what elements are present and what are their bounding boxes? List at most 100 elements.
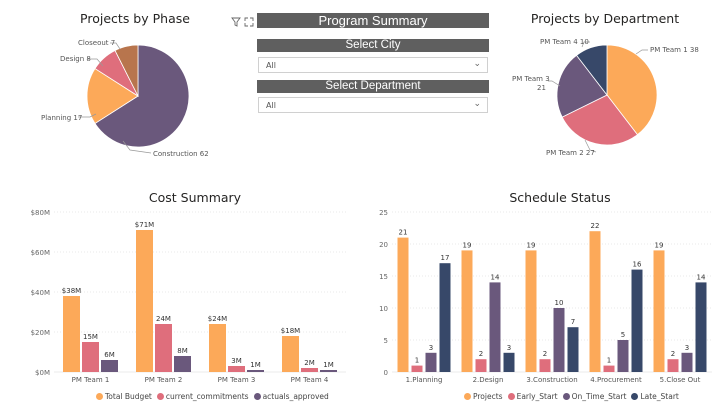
data-label: 1 bbox=[415, 357, 419, 365]
pie-label-pm-team-3: PM Team 3 bbox=[512, 75, 550, 83]
department-pie-chart: PM Team 1 38 PM Team 2 27 PM Team 321 PM Te… bbox=[512, 38, 699, 157]
data-label: 5 bbox=[621, 331, 625, 339]
legend-item-actuals-approved[interactable]: actuals_approved bbox=[253, 392, 329, 401]
pie-label-construction: Construction 62 bbox=[153, 150, 209, 158]
data-label: 2 bbox=[671, 350, 675, 358]
phase-chart-title: Projects by Phase bbox=[80, 11, 190, 26]
schedule-chart-title: Schedule Status bbox=[509, 190, 611, 205]
bar-early-start-3-construction[interactable] bbox=[539, 359, 551, 372]
data-label: 16 bbox=[633, 261, 642, 269]
bar-actuals-approved-pm-team-3[interactable] bbox=[247, 370, 264, 372]
legend-dot-icon bbox=[507, 393, 515, 400]
pie-leader-line bbox=[584, 139, 597, 153]
bar-total-budget-pm-team-1[interactable] bbox=[63, 296, 80, 372]
data-label: 3 bbox=[685, 344, 689, 352]
y-tick-label: 20 bbox=[379, 241, 388, 249]
x-tick-label-5-close-out: 5.Close Out bbox=[660, 376, 701, 384]
pie-label-pm-team-4: PM Team 4 10 bbox=[540, 38, 589, 46]
legend-label: current_commitments bbox=[165, 392, 249, 401]
pie-label-pm-team-3-value: 21 bbox=[537, 84, 546, 92]
data-label: 8M bbox=[177, 347, 188, 355]
bar-total-budget-pm-team-4[interactable] bbox=[282, 336, 299, 372]
bar-on-time-start-2-design[interactable] bbox=[489, 282, 501, 372]
bar-on-time-start-5-close-out[interactable] bbox=[681, 352, 693, 372]
data-label: 17 bbox=[441, 254, 450, 262]
data-label: 3M bbox=[231, 357, 242, 365]
bar-current-commitments-pm-team-2[interactable] bbox=[155, 324, 172, 372]
bar-early-start-5-close-out[interactable] bbox=[667, 359, 679, 372]
bar-early-start-1-planning[interactable] bbox=[411, 365, 423, 372]
bar-late-start-1-planning[interactable] bbox=[439, 263, 451, 372]
data-label: $38M bbox=[62, 287, 81, 295]
bar-late-start-4-procurement[interactable] bbox=[631, 269, 643, 372]
y-tick-label: $80M bbox=[31, 209, 50, 217]
legend-label: Total Budget bbox=[105, 392, 152, 401]
data-label: 15M bbox=[83, 333, 98, 341]
legend-dot-icon bbox=[631, 393, 639, 400]
bar-late-start-2-design[interactable] bbox=[503, 352, 515, 372]
data-label: 19 bbox=[655, 241, 664, 249]
y-tick-label: $40M bbox=[31, 289, 50, 297]
legend-dot-icon bbox=[562, 393, 570, 400]
legend-dot-icon bbox=[253, 393, 261, 400]
pie-slice-pm-team-1[interactable] bbox=[606, 44, 658, 136]
data-label: 6M bbox=[104, 351, 115, 359]
pie-leader-line bbox=[87, 58, 104, 67]
city-dropdown[interactable]: All ⌄ bbox=[258, 57, 488, 73]
bar-current-commitments-pm-team-1[interactable] bbox=[82, 342, 99, 372]
bar-projects-5-close-out[interactable] bbox=[653, 250, 665, 372]
pie-slice-construction[interactable] bbox=[94, 44, 190, 148]
bar-on-time-start-1-planning[interactable] bbox=[425, 352, 437, 372]
data-label: 2 bbox=[543, 350, 547, 358]
bar-projects-2-design[interactable] bbox=[461, 250, 473, 372]
legend-item-on-time-start[interactable]: On_Time_Start bbox=[562, 392, 626, 401]
bar-total-budget-pm-team-2[interactable] bbox=[136, 230, 153, 372]
x-tick-label-pm-team-2: PM Team 2 bbox=[145, 376, 183, 384]
city-slicer-title: Select City bbox=[257, 39, 489, 52]
bar-on-time-start-3-construction[interactable] bbox=[553, 308, 565, 372]
data-label: $24M bbox=[208, 315, 227, 323]
bar-actuals-approved-pm-team-1[interactable] bbox=[101, 360, 118, 372]
pie-slice-closeout[interactable] bbox=[114, 44, 139, 97]
pie-slice-pm-team-3[interactable] bbox=[556, 54, 608, 118]
bar-actuals-approved-pm-team-4[interactable] bbox=[320, 370, 337, 372]
x-tick-label-pm-team-4: PM Team 4 bbox=[291, 376, 329, 384]
focus-mode-icon[interactable] bbox=[244, 12, 254, 27]
bar-early-start-2-design[interactable] bbox=[475, 359, 487, 372]
y-tick-label: $0M bbox=[35, 369, 50, 377]
bar-total-budget-pm-team-3[interactable] bbox=[209, 324, 226, 372]
bar-projects-3-construction[interactable] bbox=[525, 250, 537, 372]
data-label: 3 bbox=[507, 344, 511, 352]
city-dropdown-value: All bbox=[266, 61, 276, 70]
legend-item-total-budget[interactable]: Total Budget bbox=[96, 392, 152, 401]
bar-current-commitments-pm-team-3[interactable] bbox=[228, 366, 245, 372]
pie-slice-pm-team-2[interactable] bbox=[561, 94, 639, 146]
pie-slice-planning[interactable] bbox=[86, 68, 139, 124]
department-dropdown[interactable]: All ⌄ bbox=[258, 97, 488, 113]
program-summary-banner: Program Summary bbox=[257, 13, 489, 28]
bar-projects-4-procurement[interactable] bbox=[589, 231, 601, 372]
data-label: 7 bbox=[571, 318, 575, 326]
legend-item-late-start[interactable]: Late_Start bbox=[631, 392, 679, 401]
bar-actuals-approved-pm-team-2[interactable] bbox=[174, 356, 191, 372]
data-label: $71M bbox=[135, 221, 154, 229]
bar-on-time-start-4-procurement[interactable] bbox=[617, 340, 629, 372]
department-chart-title: Projects by Department bbox=[530, 11, 680, 26]
pie-slice-pm-team-4[interactable] bbox=[575, 44, 608, 97]
bar-late-start-3-construction[interactable] bbox=[567, 327, 579, 372]
bar-current-commitments-pm-team-4[interactable] bbox=[301, 368, 318, 372]
legend-item-early-start[interactable]: Early_Start bbox=[507, 392, 558, 401]
x-tick-label-3-construction: 3.Construction bbox=[526, 376, 577, 384]
filter-icon[interactable] bbox=[231, 12, 241, 27]
cost-bar-chart: $0M $20M $40M $60M $80M $38M 15M 6M PM Team 1 $71… bbox=[31, 209, 346, 384]
bar-late-start-5-close-out[interactable] bbox=[695, 282, 707, 372]
bar-projects-1-planning[interactable] bbox=[397, 237, 409, 372]
data-label: 10 bbox=[555, 299, 564, 307]
cost-chart-title: Cost Summary bbox=[148, 190, 242, 205]
bar-early-start-4-procurement[interactable] bbox=[603, 365, 615, 372]
legend-item-projects[interactable]: Projects bbox=[464, 392, 503, 401]
legend-item-current-commitments[interactable]: current_commitments bbox=[156, 392, 249, 401]
pie-leader-line bbox=[581, 41, 590, 48]
x-tick-label-2-design: 2.Design bbox=[473, 376, 504, 384]
department-dropdown-value: All bbox=[266, 101, 276, 110]
